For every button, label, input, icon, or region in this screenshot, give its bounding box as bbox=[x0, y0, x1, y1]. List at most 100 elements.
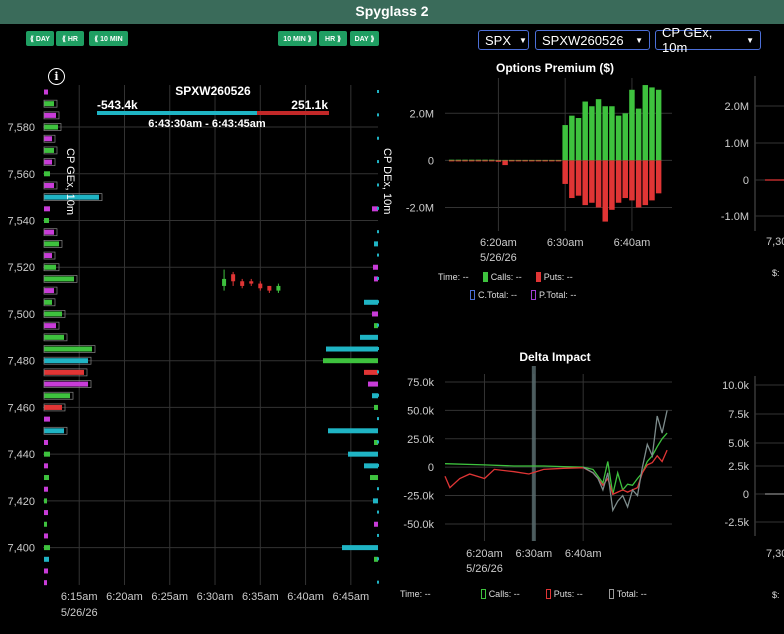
y-tick-label: 25.0k bbox=[407, 434, 434, 446]
gex-bar bbox=[44, 124, 58, 130]
dex-tick bbox=[377, 183, 379, 187]
cursor-marker bbox=[531, 366, 536, 541]
back-10min-button[interactable]: ⟪ 10 MIN bbox=[89, 31, 128, 46]
gex-bar bbox=[44, 323, 56, 329]
candle-body bbox=[231, 274, 236, 282]
premium-chart[interactable]: 2.0M 0 -2.0M 6:20am 6:30am 6:40am 5/26/26 bbox=[392, 76, 692, 276]
right-axis-label: CP DEx, 10m bbox=[381, 148, 393, 215]
symbol-select[interactable]: SPX ▼ bbox=[478, 30, 529, 50]
puts-bar bbox=[622, 160, 629, 199]
dex-tick bbox=[377, 300, 379, 304]
legend-time-value: -- bbox=[462, 272, 469, 282]
dex-tick bbox=[377, 230, 379, 234]
legend-puts-label: Puts: bbox=[553, 589, 575, 599]
puts-bar bbox=[555, 160, 562, 162]
dex-tick bbox=[377, 557, 379, 561]
dex-bar bbox=[374, 439, 378, 445]
gex-bar-outline bbox=[43, 146, 58, 155]
series-line-total bbox=[582, 410, 668, 513]
legend-ctotal-value: -- bbox=[511, 290, 518, 300]
gex-bar bbox=[44, 475, 49, 481]
puts-bar bbox=[482, 160, 488, 162]
gex-bar-outline bbox=[43, 391, 74, 400]
dex-bar bbox=[364, 299, 378, 305]
gex-bar-outline bbox=[43, 193, 103, 201]
calls-swatch bbox=[480, 589, 486, 599]
puts-bar bbox=[542, 160, 548, 162]
gex-bar-outline bbox=[43, 321, 60, 330]
calls-bar bbox=[649, 87, 655, 161]
gex-bar bbox=[44, 253, 52, 259]
calls-bar bbox=[462, 159, 468, 161]
gex-bar bbox=[44, 416, 50, 422]
candle-body bbox=[258, 283, 263, 289]
calls-bar bbox=[455, 159, 462, 161]
gex-bar-outline bbox=[43, 403, 66, 412]
gex-dex-chart[interactable]: 7,400 7,420 7,440 7,460 7,480 7,500 7,520 7,540… bbox=[0, 55, 390, 634]
forward-hour-button[interactable]: HR ⟫ bbox=[319, 31, 347, 46]
dex-tick bbox=[377, 580, 379, 584]
x-tick-label: 6:30am bbox=[547, 237, 584, 249]
total-swatch bbox=[608, 589, 614, 599]
dex-tick bbox=[377, 533, 379, 537]
dex-tick bbox=[377, 370, 379, 374]
gex-bar bbox=[44, 580, 47, 586]
x-tick-label: 6:40am bbox=[614, 237, 651, 249]
caret-down-icon: ▼ bbox=[635, 35, 643, 45]
y-tick-label: -2.5k bbox=[725, 517, 750, 529]
y-tick-label: 7,440 bbox=[7, 449, 35, 461]
puts-swatch bbox=[535, 272, 541, 282]
x-date-label: 5/26/26 bbox=[61, 607, 98, 619]
y-tick-label: -50.0k bbox=[403, 519, 434, 531]
metric-select[interactable]: CP GEx, 10m ▼ bbox=[655, 25, 761, 55]
gex-bar bbox=[44, 206, 50, 212]
dex-bar bbox=[326, 346, 378, 352]
dex-bar bbox=[372, 393, 378, 399]
forward-10min-button[interactable]: 10 MIN ⟫ bbox=[278, 31, 317, 46]
dex-tick bbox=[377, 136, 379, 140]
puts-bar bbox=[649, 160, 655, 201]
puts-bar bbox=[488, 160, 495, 162]
dex-bar bbox=[368, 381, 378, 387]
gex-bar bbox=[44, 171, 50, 177]
gex-bar-outline bbox=[43, 426, 68, 435]
expiry-select[interactable]: SPXW260526 ▼ bbox=[535, 30, 650, 50]
gex-bar-outline bbox=[43, 298, 56, 307]
back-day-button[interactable]: ⟪ DAY bbox=[26, 31, 54, 46]
puts-bar bbox=[502, 160, 508, 166]
gex-bar bbox=[44, 241, 59, 247]
puts-bar bbox=[595, 160, 602, 208]
net-right-bar bbox=[257, 111, 329, 115]
candle-body bbox=[267, 285, 272, 291]
y-tick-label: 2.5k bbox=[728, 461, 749, 473]
gex-bar bbox=[44, 521, 47, 527]
gex-bar bbox=[44, 288, 54, 294]
back-hour-button[interactable]: ⟪ HR bbox=[56, 31, 84, 46]
legend-total-label: Total: bbox=[616, 589, 639, 599]
candle-body bbox=[240, 281, 245, 286]
delta-chart[interactable]: 75.0k 50.0k 25.0k 0 -25.0k -50.0k 6:20am 6:30am… bbox=[392, 366, 692, 586]
app-title: Spyglass 2 bbox=[355, 3, 429, 19]
x-tick-label: 6:30am bbox=[515, 548, 552, 560]
y-tick-label: 0 bbox=[743, 489, 749, 501]
calls-bar bbox=[655, 89, 662, 161]
gex-bar-outline bbox=[43, 356, 92, 365]
dex-bar bbox=[370, 475, 378, 481]
calls-bar bbox=[595, 99, 602, 161]
info-icon[interactable]: i bbox=[48, 68, 65, 85]
y-tick-label: -1.0M bbox=[721, 211, 749, 223]
puts-bar bbox=[468, 160, 475, 162]
forward-day-button[interactable]: DAY ⟫ bbox=[350, 31, 379, 46]
title-bar: Spyglass 2 bbox=[0, 0, 784, 24]
puts-bar bbox=[629, 160, 635, 201]
puts-bar bbox=[609, 160, 615, 210]
puts-swatch bbox=[545, 589, 551, 599]
y-tick-label: -2.0M bbox=[406, 202, 434, 214]
gex-bar-outline bbox=[43, 181, 58, 190]
gex-bar bbox=[44, 334, 64, 340]
gex-bar bbox=[44, 439, 48, 445]
dex-bar bbox=[374, 556, 378, 562]
dex-bar bbox=[364, 369, 378, 375]
legend-time-label: Time: bbox=[400, 589, 423, 599]
calls-bar bbox=[562, 125, 568, 161]
